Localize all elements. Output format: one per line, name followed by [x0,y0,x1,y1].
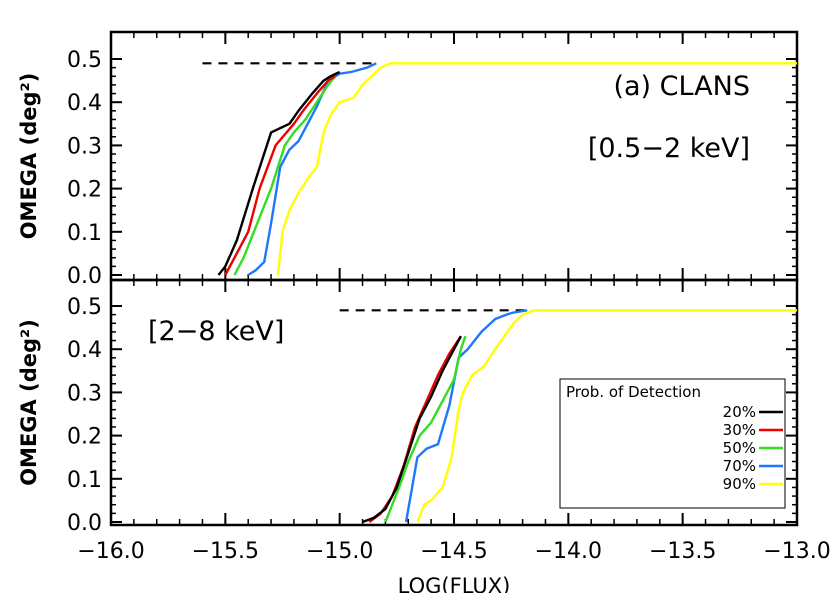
x-tick-label: −15.5 [192,539,259,564]
y-tick-label: 0.2 [67,178,102,203]
panel-soft-band: 0.0 0.1 0.2 0.3 0.4 0.5 OMEGA (deg²) (a) CLANS [… [17,30,799,289]
y-axis-label: OMEGA (deg²) [17,319,41,486]
series-line-20pct [217,70,341,276]
survey-annotation: (a) CLANS [613,71,750,102]
series-line-90pct [276,62,797,276]
y-tick-label: 0.4 [67,91,102,116]
series-line-30pct [368,335,462,523]
y-tick-label: 0.2 [67,425,102,450]
y-tick-label: 0.5 [67,295,102,320]
series-line-20pct [362,335,462,524]
energy-band-annotation: [2−8 keV] [148,316,284,347]
x-tick-label: −15.0 [306,539,373,564]
series-line-70pct [247,62,377,277]
y-tick-label: 0.3 [67,381,102,406]
x-axis-label: LOG(FLUX) [398,574,511,593]
legend-label: 50% [723,439,756,457]
y-tick-label: 0.4 [67,338,102,363]
y-axis-label: OMEGA (deg²) [17,73,41,240]
series-line-90pct [416,309,797,523]
y-tick-label: 0.5 [67,48,102,73]
legend-label: 20% [723,403,756,421]
series-line-30pct [224,75,336,276]
x-tick-label: −13.0 [763,539,830,564]
legend-box [559,378,786,509]
x-axis: −16.0 −15.5 −15.0 −14.5 −14.0 −13.5 −13.0 LOG(F… [77,539,830,593]
y-tick-label: 0.1 [67,468,102,493]
panel-hard-band: 0.0 0.1 0.2 0.3 0.4 0.5 OMEGA (deg²) [2−8 keV] [17,278,799,536]
x-tick-label: −14.0 [535,539,602,564]
y-tick-label: 0.0 [67,511,102,536]
series-line-50pct [384,335,467,523]
y-tick-label: 0.1 [67,221,102,246]
x-tick-label: −13.5 [649,539,716,564]
y-tick-label: 0.0 [67,264,102,289]
series-line-70pct [404,309,528,523]
legend: Prob. of Detection 20%30%50%70%90% [559,378,786,509]
legend-title: Prob. of Detection [566,383,701,401]
energy-band-annotation: [0.5−2 keV] [588,133,750,164]
legend-label: 30% [723,421,756,439]
legend-label: 90% [723,475,756,493]
y-tick-label: 0.3 [67,134,102,159]
series-line-50pct [233,75,337,276]
x-tick-label: −16.0 [77,539,144,564]
x-tick-label: −14.5 [420,539,487,564]
legend-label: 70% [723,457,756,475]
